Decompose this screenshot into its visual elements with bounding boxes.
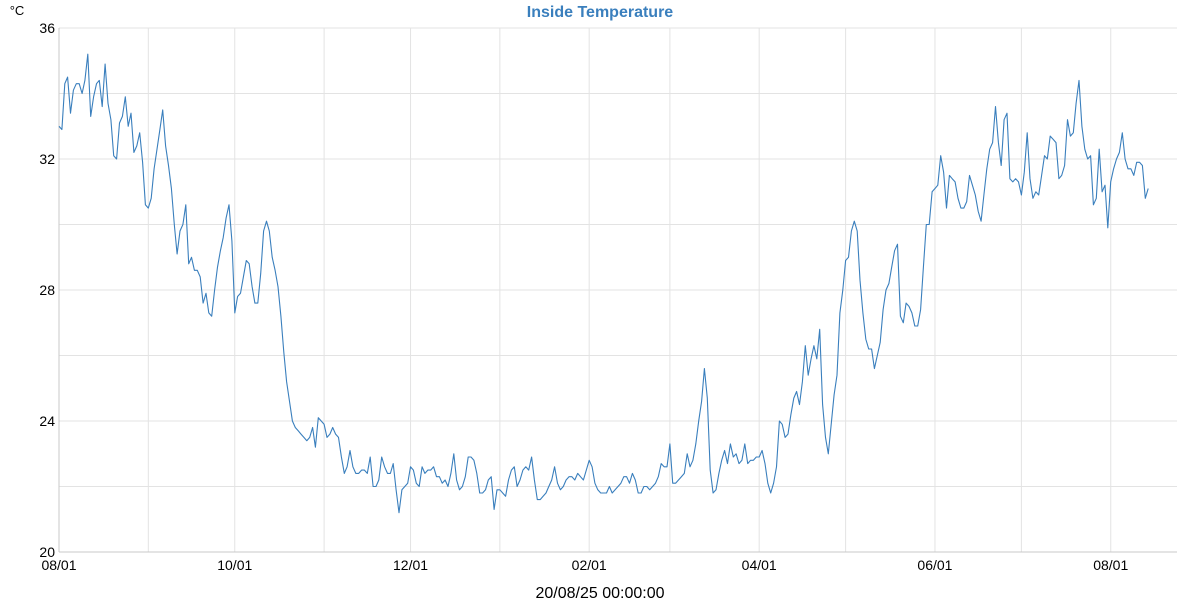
grid-layer (58, 27, 1177, 553)
label-layer: 20 24 28 32 36 08/01 10/01 12/01 02/01 04/01 06/01… (39, 20, 1128, 573)
x-tick-label: 12/01 (393, 557, 428, 573)
y-tick-label: 36 (39, 20, 55, 36)
x-axis-label: 20/08/25 00:00:00 (535, 585, 664, 600)
x-tick-label: 02/01 (572, 557, 607, 573)
y-unit-label: °C (10, 3, 25, 18)
x-tick-label: 08/01 (1093, 557, 1128, 573)
temperature-series-line (58, 53, 1149, 514)
y-tick-label: 24 (39, 413, 55, 429)
axis-layer (58, 28, 1177, 553)
x-tick-label: 08/01 (41, 557, 76, 573)
x-tick-label: 10/01 (217, 557, 252, 573)
chart-title: Inside Temperature (527, 4, 674, 21)
series-layer (58, 53, 1149, 514)
x-tick-label: 06/01 (917, 557, 952, 573)
y-tick-label: 32 (39, 151, 55, 167)
y-tick-label: 20 (39, 544, 55, 560)
y-tick-label: 28 (39, 282, 55, 298)
x-tick-label: 04/01 (742, 557, 777, 573)
